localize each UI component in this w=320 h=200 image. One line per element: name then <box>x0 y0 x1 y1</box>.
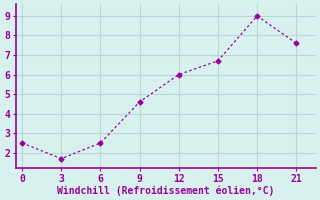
X-axis label: Windchill (Refroidissement éolien,°C): Windchill (Refroidissement éolien,°C) <box>57 185 275 196</box>
